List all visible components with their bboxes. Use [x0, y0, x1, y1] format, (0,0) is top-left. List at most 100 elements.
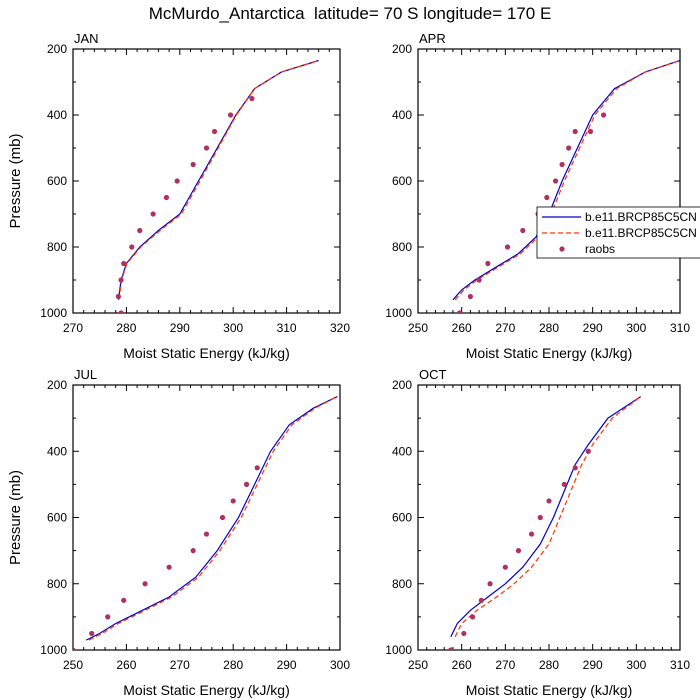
legend-marker	[559, 246, 565, 252]
raobs-point	[118, 310, 124, 313]
raobs-point	[572, 128, 578, 135]
x-tick-label: 310	[670, 658, 690, 672]
panel-oct: 250 260 270 280 290 300 310 200 400 600 800 1000 OCT…	[385, 367, 690, 698]
raobs-point	[166, 564, 172, 570]
x-tick-label: 260	[452, 658, 472, 672]
x-tick-label: 290	[583, 321, 603, 335]
x-tick-label: 300	[330, 658, 350, 672]
raobs-point	[115, 293, 121, 300]
data-layer	[73, 396, 338, 650]
data-layer	[448, 396, 642, 650]
raobs-point	[150, 211, 156, 217]
y-axis-label: Pressure (mb)	[7, 133, 24, 228]
panel-apr: 250 260 270 280 290 300 310 200 400 600 800 1000 APR…	[385, 31, 700, 361]
raobs-point	[211, 128, 218, 135]
plot-frame	[72, 384, 341, 651]
x-tick-label: 270	[170, 658, 190, 672]
legend-entry: raobs	[585, 242, 615, 256]
y-tick-label: 400	[392, 444, 412, 458]
raobs-point	[544, 194, 550, 201]
x-axis-label: Moist Static Energy (kJ/kg)	[466, 682, 633, 698]
raobs-point	[121, 260, 127, 267]
panel-label: APR	[419, 31, 446, 46]
raobs-point	[456, 310, 463, 313]
raobs-point	[515, 548, 522, 554]
raobs-point	[587, 128, 594, 135]
raobs-point	[552, 178, 559, 184]
series-line-dashed	[454, 396, 642, 638]
y-tick-label: 1000	[385, 643, 412, 657]
x-tick-label: 270	[63, 321, 83, 335]
raobs-point	[243, 481, 250, 487]
y-tick-label: 800	[47, 240, 67, 254]
raobs-point	[227, 112, 234, 118]
series-line-solid	[117, 59, 319, 300]
x-tick-label: 250	[408, 658, 428, 672]
x-axis-label: Moist Static Energy (kJ/kg)	[123, 345, 290, 361]
y-axis-label: Pressure (mb)	[7, 470, 24, 565]
x-tick-label: 310	[277, 321, 297, 335]
raobs-point	[249, 95, 255, 102]
y-tick-label: 1000	[40, 306, 67, 320]
y-tick-label: 800	[47, 577, 67, 591]
series-line-dashed	[118, 59, 319, 300]
y-tick-label: 1000	[385, 306, 412, 320]
raobs-point	[559, 161, 565, 168]
plot-frame	[72, 48, 341, 314]
series-line-dashed	[88, 396, 338, 641]
raobs-point	[230, 498, 236, 504]
data-layer	[452, 59, 680, 313]
panel-jul: 250 260 270 280 290 300 200 400 600 800 1000 JUL Moi…	[7, 367, 350, 698]
raobs-point	[502, 564, 508, 570]
raobs-point	[478, 597, 484, 603]
raobs-point	[73, 647, 76, 650]
raobs-point	[203, 531, 210, 537]
panel-label: OCT	[419, 367, 447, 382]
x-tick-label: 250	[63, 658, 83, 672]
raobs-point	[600, 112, 607, 118]
raobs-point	[190, 548, 196, 554]
x-tick-label: 280	[116, 321, 136, 335]
x-tick-label: 270	[495, 658, 515, 672]
y-tick-label: 600	[47, 174, 67, 188]
x-tick-label: 280	[539, 321, 559, 335]
raobs-point	[469, 614, 476, 620]
legend: b.e11.BRCP85C5CN b.e11.BRCP85C5CN raobs	[536, 206, 700, 259]
y-tick-label: 600	[392, 511, 412, 525]
raobs-point	[190, 161, 196, 168]
raobs-point	[566, 145, 572, 151]
panel-label: JUL	[74, 367, 97, 382]
raobs-point	[585, 448, 591, 454]
y-tick-label: 200	[392, 378, 412, 392]
raobs-point	[142, 581, 148, 587]
raobs-point	[461, 630, 467, 637]
y-tick-label: 800	[392, 577, 412, 591]
x-tick-label: 250	[408, 321, 428, 335]
y-tick-label: 400	[47, 108, 67, 122]
x-tick-label: 290	[277, 658, 297, 672]
raobs-point	[572, 465, 578, 471]
raobs-point	[485, 260, 491, 267]
x-tick-label: 260	[452, 321, 472, 335]
raobs-point	[467, 293, 473, 300]
raobs-point	[487, 581, 493, 587]
raobs-point	[561, 481, 567, 487]
series-line-solid	[450, 396, 642, 638]
raobs-point	[174, 178, 180, 184]
y-tick-label: 200	[47, 42, 67, 56]
legend-entry: b.e11.BRCP85C5CN	[585, 226, 697, 240]
x-tick-label: 320	[330, 321, 350, 335]
x-tick-label: 310	[670, 321, 690, 335]
data-layer	[115, 59, 319, 313]
y-tick-label: 1000	[40, 643, 67, 657]
series-line-solid	[86, 396, 338, 641]
x-tick-label: 280	[223, 658, 243, 672]
x-tick-label: 290	[170, 321, 190, 335]
raobs-point	[129, 244, 135, 250]
x-tick-label: 290	[583, 658, 603, 672]
y-tick-label: 200	[47, 378, 67, 392]
x-tick-label: 270	[495, 321, 515, 335]
x-axis-label: Moist Static Energy (kJ/kg)	[123, 682, 290, 698]
x-tick-label: 300	[626, 321, 646, 335]
